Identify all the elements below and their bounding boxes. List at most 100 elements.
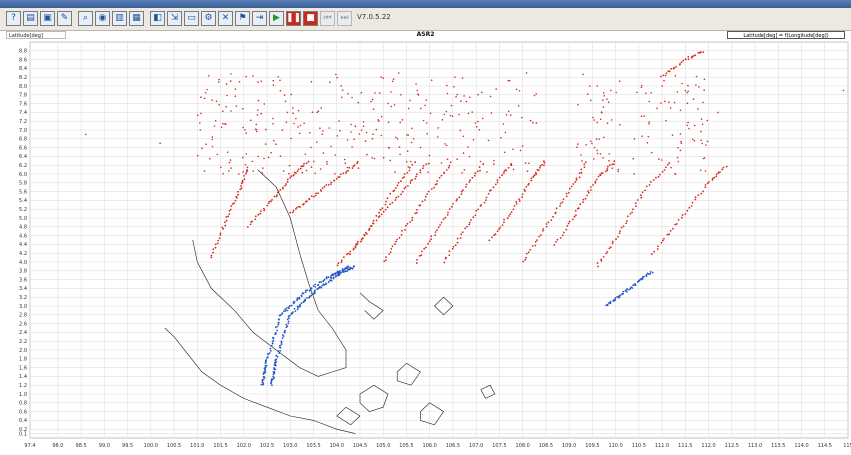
red-series-point — [501, 224, 504, 227]
red-series-point — [494, 183, 497, 186]
red-cloud-point — [703, 157, 706, 159]
pause-button[interactable]: ❚❚ — [286, 11, 301, 26]
step-button[interactable]: ⇥ — [252, 11, 267, 26]
coastline — [359, 292, 384, 320]
red-series-point — [386, 197, 389, 200]
blue-series-point — [332, 274, 334, 277]
red-series-point — [340, 259, 343, 262]
save-button[interactable]: ▣ — [40, 11, 55, 26]
scatter-plot[interactable]: 97.4 98.0 98.5 99.0 99.5 100.0 100.5 101.0 101.5… — [0, 40, 851, 455]
layers-button[interactable]: ◧ — [150, 11, 165, 26]
blue-series-point — [267, 352, 269, 355]
red-cloud-point — [679, 109, 682, 112]
blue-series-point — [288, 314, 291, 317]
red-series-point — [460, 233, 463, 236]
red-series-point — [403, 173, 406, 175]
red-cloud-point — [378, 92, 381, 94]
chart-button[interactable]: ▥ — [112, 11, 127, 26]
red-cloud-point — [660, 159, 663, 161]
red-cloud-point — [374, 92, 376, 94]
red-series-point — [426, 193, 428, 196]
settings-button[interactable]: ⚙ — [201, 11, 216, 26]
export-button[interactable]: ⇲ — [167, 11, 182, 26]
red-cloud-point — [390, 91, 392, 93]
red-series-point — [447, 166, 450, 169]
red-series-point — [583, 166, 586, 168]
red-cloud-point — [375, 128, 378, 131]
red-series-point — [674, 223, 677, 226]
red-series-point — [666, 233, 669, 236]
red-series-point — [239, 188, 242, 191]
forward-button[interactable]: ⏭ — [337, 11, 352, 26]
red-cloud-point — [505, 169, 508, 172]
red-cloud-point — [521, 145, 524, 147]
open-file-button[interactable]: ▤ — [23, 11, 38, 26]
table-button[interactable]: ▦ — [129, 11, 144, 26]
red-series-point — [490, 189, 492, 192]
blue-series-point — [609, 300, 612, 303]
window-button[interactable]: ▭ — [184, 11, 199, 26]
filter-button[interactable]: ◉ — [95, 11, 110, 26]
red-cloud-point — [305, 169, 308, 172]
layers-icon: ◧ — [153, 13, 162, 23]
red-cloud-point — [338, 120, 340, 122]
red-cloud-point — [279, 155, 282, 157]
red-series-point — [435, 183, 438, 185]
x-tick-label: 113.0 — [748, 443, 762, 449]
red-cloud-point — [643, 115, 645, 117]
close-view-button[interactable]: ✕ — [218, 11, 233, 26]
red-cloud-point — [688, 127, 690, 130]
rewind-button[interactable]: ⏮ — [320, 11, 335, 26]
play-icon: ▶ — [273, 13, 280, 23]
edit-button[interactable]: ✎ — [57, 11, 72, 26]
red-series-point — [543, 164, 545, 167]
red-series-point — [224, 221, 226, 224]
red-series-point — [702, 190, 704, 193]
red-series-point — [356, 160, 359, 163]
red-series-point — [521, 196, 523, 198]
red-series-point — [700, 192, 703, 195]
blue-series-point — [306, 289, 309, 292]
blue-series-point — [273, 361, 276, 364]
red-series-point — [665, 166, 667, 169]
red-cloud-point — [285, 121, 288, 124]
red-cloud-point — [397, 72, 400, 74]
red-series-point — [416, 173, 418, 176]
blue-series-point — [280, 313, 283, 316]
red-cloud-point — [389, 159, 392, 162]
red-cloud-point — [596, 121, 598, 124]
help-button[interactable]: ? — [6, 11, 21, 26]
y-tick-label: 6.8 — [19, 137, 27, 143]
red-series-point — [451, 247, 454, 250]
red-cloud-point — [252, 170, 254, 172]
blue-series-point — [300, 294, 303, 297]
red-series-point — [364, 231, 367, 234]
play-button[interactable]: ▶ — [269, 11, 284, 26]
red-cloud-point — [400, 94, 402, 96]
zoom-button[interactable]: ⌕ — [78, 11, 93, 26]
red-series-point — [543, 160, 545, 163]
red-cloud-point — [590, 140, 592, 143]
red-cloud-point — [509, 114, 512, 116]
red-cloud-point — [298, 132, 301, 135]
red-cloud-point — [591, 142, 593, 145]
red-series-point — [397, 181, 400, 184]
red-cloud-point — [316, 141, 318, 143]
red-cloud-point — [593, 146, 596, 149]
red-series-point — [277, 190, 280, 193]
blue-series-point — [275, 358, 278, 361]
red-series-point — [530, 179, 533, 182]
blue-series-point — [271, 340, 274, 343]
red-cloud-point — [245, 153, 248, 155]
red-cloud-point — [290, 137, 292, 140]
red-series-point — [385, 256, 387, 259]
red-cloud-point — [602, 157, 604, 159]
red-series-point — [629, 212, 632, 215]
y-tick-label: 4.4 — [19, 242, 27, 248]
red-cloud-point — [281, 129, 284, 131]
red-series-point — [491, 236, 493, 239]
red-cloud-point — [515, 88, 518, 91]
stop-button[interactable]: ■ — [303, 11, 318, 26]
legend[interactable]: Latitude[deg] = f(Longitude[deg]) — [727, 31, 845, 39]
script-button[interactable]: ⚑ — [235, 11, 250, 26]
